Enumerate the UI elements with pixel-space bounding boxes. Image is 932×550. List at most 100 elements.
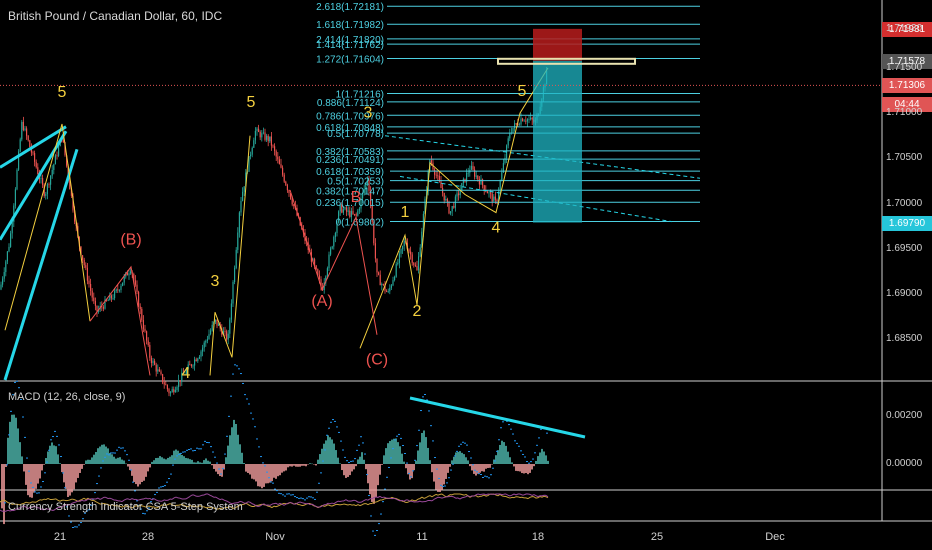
csi-line-b (327, 502, 331, 505)
csi-line-a (537, 496, 541, 499)
price-candle-body (186, 369, 188, 374)
price-candle-body (149, 345, 151, 358)
macd-hist-bar (357, 459, 359, 464)
csi-line-b (537, 495, 541, 498)
csi-line-a (67, 499, 71, 501)
macd-hist-bar (399, 446, 401, 464)
csi-label[interactable]: Currency Strength Indicator CSA 5-Step S… (8, 501, 243, 513)
price-candle-body (269, 136, 271, 142)
macd-hist-bar (321, 448, 323, 464)
macd-hist-bar (523, 464, 525, 474)
macd-hist-bar (113, 456, 115, 464)
csi-line-b (171, 497, 175, 500)
csi-line-b (435, 496, 439, 499)
price-candle-body (434, 169, 436, 175)
csi-line-b (477, 493, 481, 496)
csi-line-b (155, 499, 159, 502)
price-candle-body (493, 196, 495, 202)
macd-hist-bar (405, 464, 407, 469)
csi-line-b (5, 509, 9, 512)
csi-line-b (343, 499, 347, 502)
price-candle-body (90, 284, 92, 291)
macd-hist-bar (203, 460, 205, 464)
csi-line-b (379, 495, 383, 499)
macd-hist-bar (437, 464, 439, 492)
price-candle-body (378, 272, 380, 275)
price-candle-body (286, 185, 288, 191)
csi-line-b (311, 503, 315, 506)
macd-hist-bar (193, 462, 195, 464)
macd-hist-bar (87, 459, 89, 464)
macd-hist-bar (153, 460, 155, 464)
price-candle-body (235, 249, 237, 268)
price-candle-body (43, 184, 45, 196)
macd-hist-bar (155, 458, 157, 464)
csi-line-a (273, 505, 277, 508)
macd-hist-bar (447, 464, 449, 473)
price-candle-body (166, 385, 168, 390)
macd-hist-bar (491, 464, 493, 465)
csi-line-b (21, 505, 25, 508)
price-candle-body (370, 190, 372, 206)
csi-line-b (333, 501, 337, 505)
csi-line-a (269, 506, 273, 509)
price-candle-body (202, 347, 204, 352)
macd-hist-bar (495, 455, 497, 464)
price-candle-body (222, 331, 224, 335)
csi-line-b (275, 502, 279, 505)
price-candle-body (379, 274, 381, 286)
csi-line-b (27, 506, 31, 510)
csi-line-a (271, 505, 275, 509)
fib-level-label: 0.618(1.70359) (316, 167, 384, 178)
price-candle-body (40, 178, 42, 179)
csi-line-b (31, 505, 35, 508)
macd-hist-bar (227, 445, 229, 464)
price-candle-body (445, 199, 447, 201)
csi-line-a (55, 498, 59, 501)
csi-line-a (107, 503, 111, 506)
csi-line-a (19, 503, 23, 506)
csi-line-a (145, 505, 149, 508)
csi-line-b (331, 502, 335, 505)
csi-line-b (163, 499, 167, 501)
csi-line-b (71, 502, 75, 504)
macd-label[interactable]: MACD (12, 26, close, 9) (8, 391, 126, 403)
csi-line-a (463, 493, 467, 496)
price-candle-body (18, 151, 20, 170)
macd-hist-bar (351, 464, 353, 472)
price-candle-body (360, 198, 362, 209)
macd-hist-bar (97, 448, 99, 464)
csi-line-a (233, 506, 237, 509)
csi-line-a (137, 504, 141, 507)
price-candle-body (285, 181, 287, 186)
macd-hist-bar (119, 457, 121, 464)
price-candle-body (330, 248, 332, 255)
csi-line-a (425, 495, 429, 499)
macd-hist-bar (443, 464, 445, 485)
price-candle-body (480, 179, 482, 185)
price-candle-body (237, 232, 239, 250)
csi-line-b (307, 503, 311, 505)
csi-line-a (323, 505, 327, 507)
macd-hist-bar (77, 464, 79, 478)
price-candle-body (355, 214, 357, 216)
macd-hist-bar (393, 438, 395, 464)
price-candle-body (437, 175, 439, 177)
price-candle-body (179, 380, 181, 382)
price-candle-body (230, 303, 232, 320)
csi-line-b (375, 496, 379, 498)
csi-line-b (393, 497, 397, 500)
wave-label: B (351, 189, 362, 206)
macd-hist-bar (515, 464, 517, 471)
csi-line-a (383, 497, 387, 500)
csi-line-b (531, 494, 535, 496)
price-candle-body (80, 246, 82, 256)
csi-line-b (507, 494, 511, 497)
csi-line-b (299, 501, 303, 504)
csi-line-a (325, 504, 329, 507)
x-tick-label: 18 (531, 531, 545, 543)
price-candle-body (406, 243, 408, 250)
macd-hist-bar (201, 462, 203, 464)
